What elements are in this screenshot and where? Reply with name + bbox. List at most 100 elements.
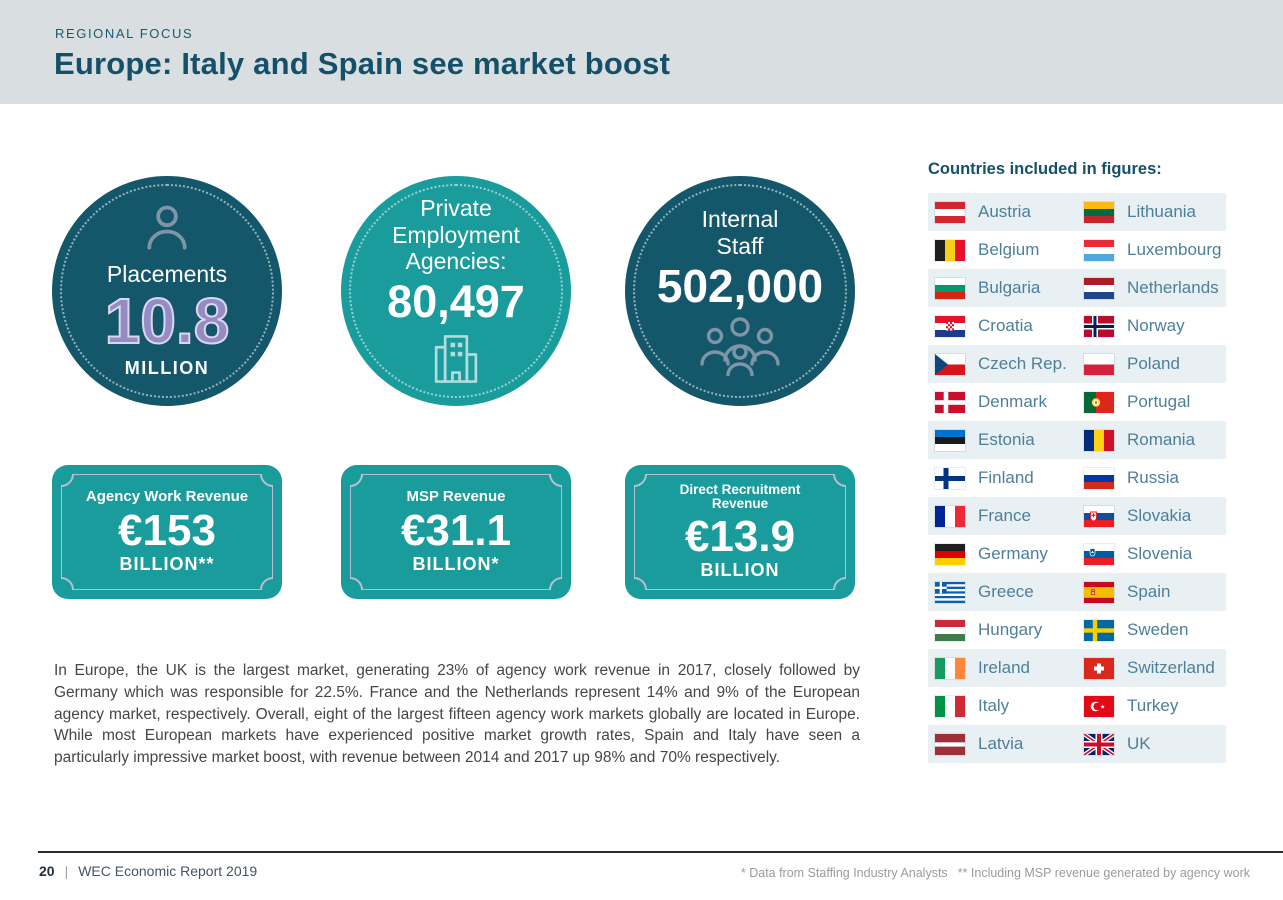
section-label: REGIONAL FOCUS <box>55 26 194 41</box>
country-row: Latvia UK <box>928 725 1226 763</box>
turkey-flag <box>1084 695 1114 717</box>
country-row: Ireland Switzerland <box>928 649 1226 687</box>
country-cell: Czech Rep. <box>928 353 1077 375</box>
country-cell: Hungary <box>928 619 1077 641</box>
romania-flag <box>1084 429 1114 451</box>
country-cell: Latvia <box>928 733 1077 755</box>
bulgaria-flag <box>935 277 965 299</box>
spain-flag <box>1084 581 1114 603</box>
stat-label: Internal Staff <box>701 206 779 259</box>
country-cell: Lithuania <box>1077 201 1226 223</box>
badge-value: €31.1 <box>400 505 512 555</box>
page-number: 20 <box>39 863 55 879</box>
footer-divider <box>38 851 1283 853</box>
country-name: Finland <box>978 468 1034 487</box>
footer-left: 20 | WEC Economic Report 2019 <box>39 863 257 879</box>
estonia-flag <box>935 429 965 451</box>
footnotes: * Data from Staffing Industry Analysts **… <box>741 866 1250 880</box>
country-row: Germany Slovenia <box>928 535 1226 573</box>
luxembourg-flag <box>1084 239 1114 261</box>
norway-flag <box>1084 315 1114 337</box>
country-row: Greece Spain <box>928 573 1226 611</box>
country-name: Turkey <box>1127 696 1179 715</box>
country-cell: Sweden <box>1077 619 1226 641</box>
poland-flag <box>1084 353 1114 375</box>
country-name: Estonia <box>978 430 1035 449</box>
country-cell: France <box>928 505 1077 527</box>
switzerland-flag <box>1084 657 1114 679</box>
france-flag <box>935 505 965 527</box>
country-name: France <box>978 506 1031 525</box>
country-name: Portugal <box>1127 392 1191 411</box>
country-row: France Slovakia <box>928 497 1226 535</box>
country-name: Spain <box>1127 582 1171 601</box>
country-name: Greece <box>978 582 1034 601</box>
direct-recruitment-revenue-badge: Direct Recruitment Revenue €13.9 BILLION <box>625 465 855 599</box>
country-cell: Denmark <box>928 391 1077 413</box>
country-row: Estonia Romania <box>928 421 1226 459</box>
badge-unit: BILLION <box>700 560 780 581</box>
agency-work-revenue-badge: Agency Work Revenue €153 BILLION** <box>52 465 282 599</box>
country-name: Czech Rep. <box>978 354 1067 373</box>
country-row: Hungary Sweden <box>928 611 1226 649</box>
lithuania-flag <box>1084 201 1114 223</box>
internal-staff-stat-circle: Internal Staff 502,000 <box>625 176 855 406</box>
sweden-flag <box>1084 619 1114 641</box>
badge-value: €13.9 <box>684 512 796 562</box>
country-name: Germany <box>978 544 1048 563</box>
country-cell: Portugal <box>1077 391 1226 413</box>
country-cell: Poland <box>1077 353 1226 375</box>
footnote-1: * Data from Staffing Industry Analysts <box>740 866 948 880</box>
country-name: UK <box>1127 734 1151 753</box>
belgium-flag <box>935 239 965 261</box>
country-cell: Switzerland <box>1077 657 1226 679</box>
countries-panel: Countries included in figures: Austria Li… <box>928 160 1226 763</box>
country-name: Denmark <box>978 392 1047 411</box>
country-row: Austria Lithuania <box>928 193 1226 231</box>
country-name: Croatia <box>978 316 1033 335</box>
country-cell: Turkey <box>1077 695 1226 717</box>
page-header: REGIONAL FOCUS Europe: Italy and Spain s… <box>0 0 1283 104</box>
footer-separator: | <box>64 863 69 879</box>
slovenia-flag <box>1084 543 1114 565</box>
country-cell: UK <box>1077 733 1226 755</box>
country-name: Ireland <box>978 658 1030 677</box>
badge-unit: BILLION* <box>412 553 500 574</box>
country-cell: Romania <box>1077 429 1226 451</box>
person-icon <box>140 203 194 255</box>
country-cell: Bulgaria <box>928 277 1077 299</box>
stat-value: 80,497 <box>387 275 525 327</box>
country-name: Luxembourg <box>1127 240 1222 259</box>
badge-label: MSP Revenue <box>406 488 506 506</box>
country-name: Slovenia <box>1127 544 1193 563</box>
countries-table: Austria Lithuania Belgium Luxembourg Bulgari… <box>928 193 1226 763</box>
austria-flag <box>935 201 965 223</box>
page-title: Europe: Italy and Spain see market boost <box>54 46 671 81</box>
country-row: Denmark Portugal <box>928 383 1226 421</box>
country-cell: Slovakia <box>1077 505 1226 527</box>
country-name: Austria <box>978 202 1031 221</box>
country-name: Latvia <box>978 734 1024 753</box>
italy-flag <box>935 695 965 717</box>
country-cell: Spain <box>1077 581 1226 603</box>
country-name: Lithuania <box>1127 202 1197 221</box>
country-row: Italy Turkey <box>928 687 1226 725</box>
building-icon <box>427 331 485 387</box>
country-name: Sweden <box>1127 620 1189 639</box>
country-row: Bulgaria Netherlands <box>928 269 1226 307</box>
country-row: Croatia Norway <box>928 307 1226 345</box>
stat-value: 502,000 <box>656 259 824 312</box>
country-name: Russia <box>1127 468 1179 487</box>
portugal-flag <box>1084 391 1114 413</box>
country-cell: Luxembourg <box>1077 239 1226 261</box>
ireland-flag <box>935 657 965 679</box>
country-cell: Belgium <box>928 239 1077 261</box>
country-name: Slovakia <box>1127 506 1192 525</box>
country-cell: Finland <box>928 467 1077 489</box>
country-cell: Slovenia <box>1077 543 1226 565</box>
stat-label: Placements <box>106 260 228 287</box>
country-cell: Ireland <box>928 657 1077 679</box>
czech-republic-flag <box>935 353 965 375</box>
agencies-stat-circle: Private Employment Agencies: 80,497 <box>341 176 571 406</box>
